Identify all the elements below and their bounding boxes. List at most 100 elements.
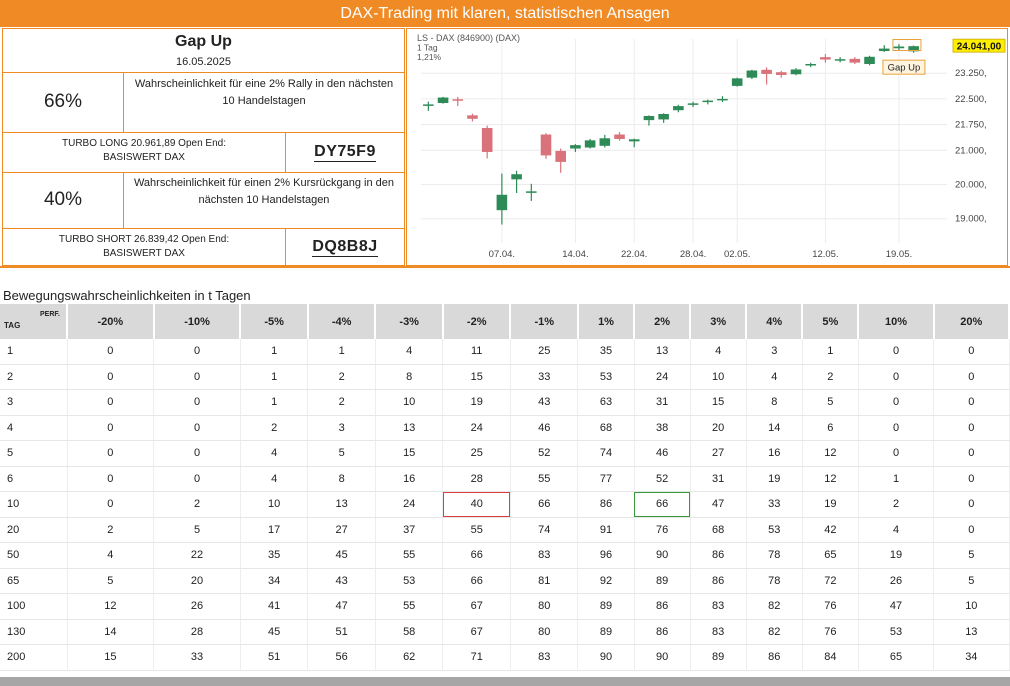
- table-cell: 38: [634, 415, 691, 441]
- table-cell: 17: [240, 517, 309, 543]
- table-cell: 35: [240, 542, 309, 569]
- table-cell: 53: [746, 517, 803, 543]
- table-cell: 86: [634, 619, 691, 645]
- column-header: -20%: [67, 304, 155, 339]
- turbo-long-code[interactable]: DY75F9: [286, 132, 404, 172]
- table-cell: 86: [577, 491, 635, 518]
- table-cell: 27: [690, 440, 747, 467]
- table-cell: 2: [858, 491, 935, 518]
- table-cell: 33: [153, 644, 241, 671]
- candle-body: [628, 139, 640, 142]
- chart-change: 1,21%: [417, 52, 442, 62]
- drop-probability: 40%: [43, 189, 83, 210]
- table-cell: 51: [240, 644, 309, 671]
- table-cell: 19: [442, 389, 511, 416]
- column-header: -3%: [375, 304, 444, 339]
- table-cell: 19: [802, 491, 859, 518]
- x-tick-label: 02.05.: [724, 249, 750, 260]
- y-tick-label: 21.750,: [955, 120, 987, 131]
- table-cell: 12: [802, 440, 859, 467]
- candle-body: [526, 191, 537, 193]
- table-corner: PERF. TAG: [0, 304, 68, 339]
- table-cell: 0: [67, 415, 155, 441]
- table-cell: 0: [858, 364, 935, 390]
- table-cell: 0: [858, 389, 935, 416]
- turbo-short-code-text[interactable]: DQ8B8J: [312, 238, 378, 257]
- table-cell: 24: [442, 415, 511, 441]
- row-day-label: 2: [0, 364, 68, 390]
- candle-body: [717, 98, 728, 101]
- table-cell: 43: [510, 389, 579, 416]
- column-header: -4%: [307, 304, 377, 339]
- turbo-short-code[interactable]: DQ8B8J: [286, 228, 404, 265]
- dax-chart-container: LS - DAX (846900) (DAX) 1 Tag 1,21% 24.041,…: [406, 28, 1008, 266]
- table-cell: 68: [690, 517, 747, 543]
- table-body: 1 0 0 1 1 4 11 25 35 13 4 3 1 0 0 2 0 0 1 2 8 15 33 53 24 10 4 2 0 0 3…: [0, 339, 1010, 671]
- table-cell: 10: [240, 491, 309, 518]
- table-cell: 74: [510, 517, 579, 543]
- x-tick-label: 28.04.: [680, 249, 706, 260]
- y-tick-label: 21.000,: [955, 145, 987, 156]
- table-cell: 55: [442, 517, 511, 543]
- table-cell: 20: [153, 568, 241, 594]
- table-cell: 83: [510, 644, 579, 671]
- turbo-long-code-text[interactable]: DY75F9: [314, 143, 376, 162]
- table-cell: 16: [375, 466, 444, 492]
- table-cell: 10: [933, 593, 1010, 620]
- page-banner: DAX-Trading mit klaren, statistischen An…: [0, 0, 1010, 27]
- table-row: 4 0 0 2 3 13 24 46 68 38 20 14 6 0 0: [0, 415, 1010, 441]
- table-cell: 5: [933, 568, 1010, 594]
- table-cell: 91: [577, 517, 635, 543]
- row-day-label: 50: [0, 542, 68, 569]
- table-cell: 63: [577, 389, 635, 416]
- table-cell: 34: [933, 644, 1010, 671]
- table-cell: 74: [577, 440, 635, 467]
- x-tick-label: 14.04.: [562, 249, 588, 260]
- row-day-label: 65: [0, 568, 68, 594]
- signal-date: 16.05.2025: [175, 56, 232, 68]
- table-cell: 0: [153, 389, 241, 416]
- candle-body: [878, 48, 890, 51]
- probability-table: PERF. TAG -20% -10% -5% -4% -3% -2% -1% 1% 2% 3% 4…: [0, 304, 1010, 671]
- table-cell: 80: [510, 619, 579, 645]
- table-cell: 14: [67, 619, 155, 645]
- turbo-long-line1: TURBO LONG 20.961,89 Open End:: [62, 138, 226, 149]
- divider: [123, 72, 124, 132]
- row-day-label: 4: [0, 415, 68, 441]
- table-cell: 83: [690, 619, 747, 645]
- table-cell: 2: [307, 389, 376, 416]
- last-price-badge: [952, 38, 1006, 53]
- table-cell: 8: [375, 364, 444, 390]
- table-cell: 2: [153, 491, 241, 518]
- table-cell: 1: [307, 339, 376, 365]
- table-cell: 28: [442, 466, 511, 492]
- candle-body: [805, 63, 816, 66]
- table-cell: 47: [690, 491, 747, 518]
- table-row: 200 15 33 51 56 62 71 83 90 90 89 86 84 65 34: [0, 644, 1010, 671]
- table-cell: 76: [802, 619, 859, 645]
- table-cell: 4: [375, 339, 444, 365]
- table-cell: 15: [67, 644, 155, 671]
- table-cell: 0: [67, 389, 155, 416]
- corner-perf-label: PERF.: [40, 311, 60, 318]
- gap-up-marker: [892, 39, 922, 52]
- table-cell: 86: [634, 593, 691, 620]
- table-cell: 0: [153, 440, 241, 467]
- table-cell: 31: [690, 466, 747, 492]
- table-cell: 13: [933, 619, 1010, 645]
- table-cell: 92: [577, 568, 635, 594]
- table-cell: 71: [442, 644, 511, 671]
- row-day-label: 5: [0, 440, 68, 467]
- table-cell: 1: [240, 339, 309, 365]
- row-day-label: 6: [0, 466, 68, 492]
- table-cell: 86: [690, 568, 747, 594]
- table-cell: 90: [634, 644, 691, 671]
- table-cell: 4: [240, 466, 309, 492]
- column-header: 10%: [858, 304, 935, 339]
- table-row: 20 2 5 17 27 37 55 74 91 76 68 53 42 4 0: [0, 517, 1010, 543]
- column-header: -10%: [153, 304, 242, 339]
- table-cell: 0: [67, 466, 155, 492]
- table-cell: 89: [634, 568, 691, 594]
- table-cell: 24: [375, 491, 444, 518]
